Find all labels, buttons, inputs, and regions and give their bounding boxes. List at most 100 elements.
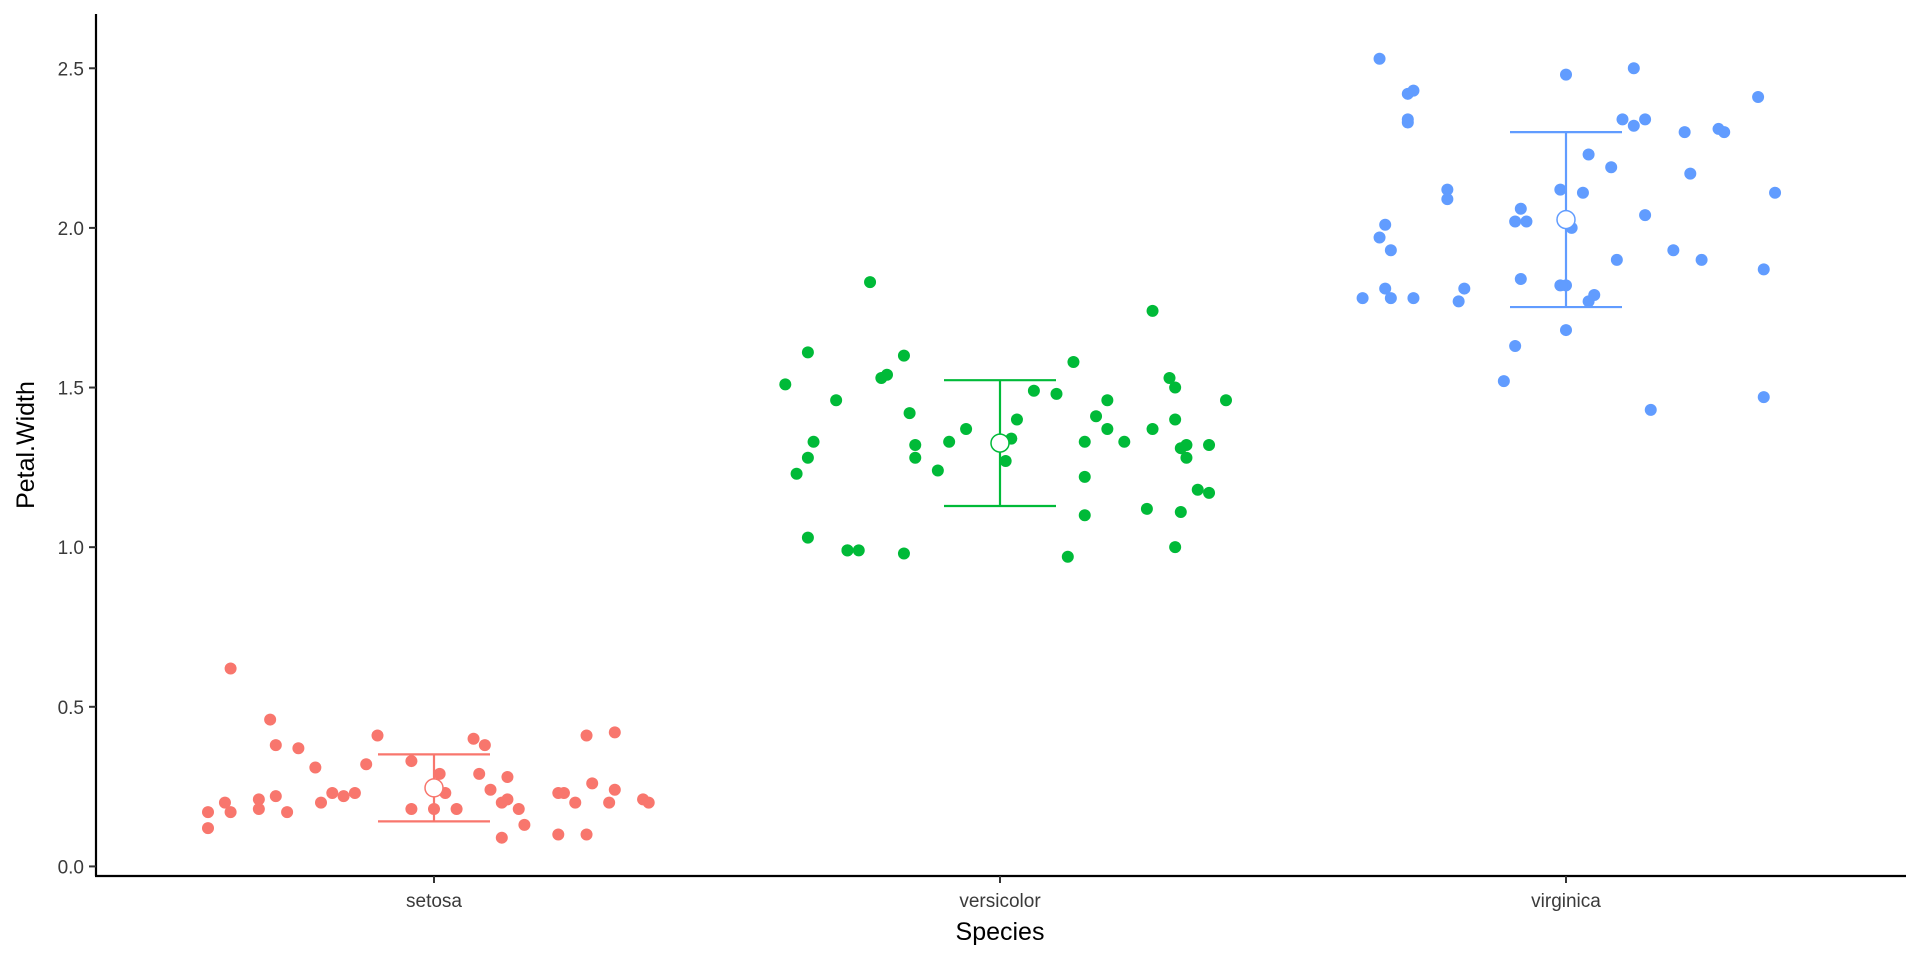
versicolor-point: [897, 349, 910, 362]
versicolor-point: [1174, 506, 1187, 519]
setosa-point: [405, 802, 418, 815]
virginica-point: [1441, 193, 1454, 206]
versicolor-point: [801, 531, 814, 544]
versicolor-point: [801, 346, 814, 359]
virginica-point: [1757, 263, 1770, 276]
virginica-point: [1605, 161, 1618, 174]
virginica-point: [1509, 340, 1522, 353]
setosa-point: [202, 806, 214, 819]
versicolor-point: [1169, 381, 1182, 394]
virginica-point: [1644, 403, 1657, 416]
setosa-point: [337, 790, 350, 803]
virginica-point: [1509, 215, 1522, 228]
setosa-point: [512, 802, 525, 815]
y-tick-label: 0.0: [58, 857, 84, 878]
virginica-point: [1695, 253, 1708, 266]
setosa-mean-marker: [424, 778, 444, 798]
setosa-point: [269, 739, 282, 752]
virginica-point: [1627, 62, 1640, 75]
virginica-mean-marker: [1556, 209, 1576, 230]
virginica-point: [1373, 52, 1386, 65]
setosa-point: [326, 786, 339, 799]
virginica-point: [1373, 231, 1386, 244]
setosa-point: [264, 713, 277, 726]
versicolor-point: [1078, 435, 1091, 448]
virginica-point: [1407, 292, 1420, 305]
versicolor-point: [943, 435, 956, 448]
versicolor-point: [830, 394, 843, 407]
versicolor-point: [1169, 541, 1182, 554]
virginica-point: [1520, 215, 1533, 228]
virginica-point: [1610, 253, 1623, 266]
points-layer: [202, 52, 1782, 844]
setosa-point: [405, 755, 418, 768]
y-axis-title: Petal.Width: [12, 381, 40, 509]
versicolor-point: [1067, 355, 1080, 368]
setosa-point: [252, 802, 265, 815]
versicolor-point: [864, 276, 877, 289]
versicolor-point: [960, 423, 973, 436]
setosa-point: [309, 761, 322, 774]
versicolor-point: [1090, 410, 1103, 423]
versicolor-point: [1010, 413, 1023, 426]
setosa-point: [473, 767, 486, 780]
versicolor-mean-marker: [990, 433, 1010, 453]
versicolor-point: [999, 454, 1012, 467]
versicolor-point: [1027, 384, 1040, 397]
setosa-point: [580, 729, 593, 742]
virginica-point: [1514, 272, 1527, 285]
setosa-point: [269, 790, 282, 803]
setosa-point: [224, 806, 237, 819]
setosa-point: [557, 786, 570, 799]
y-ticks: 0.0 0.5 1.0 1.5 2.0 2.5: [58, 59, 96, 878]
versicolor-point: [779, 378, 792, 391]
virginica-point: [1560, 324, 1572, 337]
versicolor-point: [1078, 509, 1091, 522]
versicolor-point: [1140, 502, 1153, 515]
versicolor-point: [903, 407, 916, 420]
virginica-point: [1757, 391, 1770, 404]
virginica-point: [1514, 202, 1527, 215]
setosa-point: [348, 786, 361, 799]
virginica-point: [1769, 186, 1782, 199]
setosa-point: [450, 802, 463, 815]
versicolor-point: [1203, 439, 1216, 451]
setosa-point: [224, 662, 237, 675]
versicolor-point: [931, 464, 944, 477]
versicolor-point: [841, 544, 854, 557]
versicolor-point: [852, 544, 865, 557]
setosa-point: [218, 796, 231, 809]
versicolor-point: [909, 451, 922, 464]
virginica-point: [1576, 186, 1589, 199]
setosa-point: [433, 767, 446, 780]
y-tick-label: 2.0: [58, 219, 84, 240]
virginica-point: [1616, 113, 1629, 126]
virginica-point: [1441, 183, 1454, 196]
versicolor-point: [1118, 435, 1131, 448]
setosa-point: [495, 831, 508, 844]
setosa-point: [371, 729, 384, 742]
setosa-point: [518, 818, 531, 831]
versicolor-point: [1146, 423, 1159, 436]
setosa-point: [478, 739, 491, 752]
setosa-point: [552, 828, 565, 841]
virginica-point: [1379, 218, 1392, 231]
versicolor-point: [909, 439, 922, 451]
virginica-point: [1384, 244, 1397, 257]
versicolor-point: [1101, 394, 1114, 407]
virginica-point: [1684, 167, 1697, 180]
versicolor-point: [1101, 423, 1114, 436]
setosa-point: [580, 828, 593, 841]
setosa-point: [501, 771, 514, 784]
versicolor-point: [1203, 486, 1216, 499]
x-tick-label-virginica: virginica: [1531, 891, 1601, 912]
versicolor-point: [1146, 304, 1159, 317]
versicolor-point: [881, 368, 893, 381]
virginica-point: [1718, 126, 1731, 139]
versicolor-point: [790, 467, 803, 480]
versicolor-point: [1061, 550, 1074, 563]
setosa-point: [281, 806, 294, 819]
versicolor-point: [807, 435, 820, 448]
setosa-point: [586, 777, 599, 790]
